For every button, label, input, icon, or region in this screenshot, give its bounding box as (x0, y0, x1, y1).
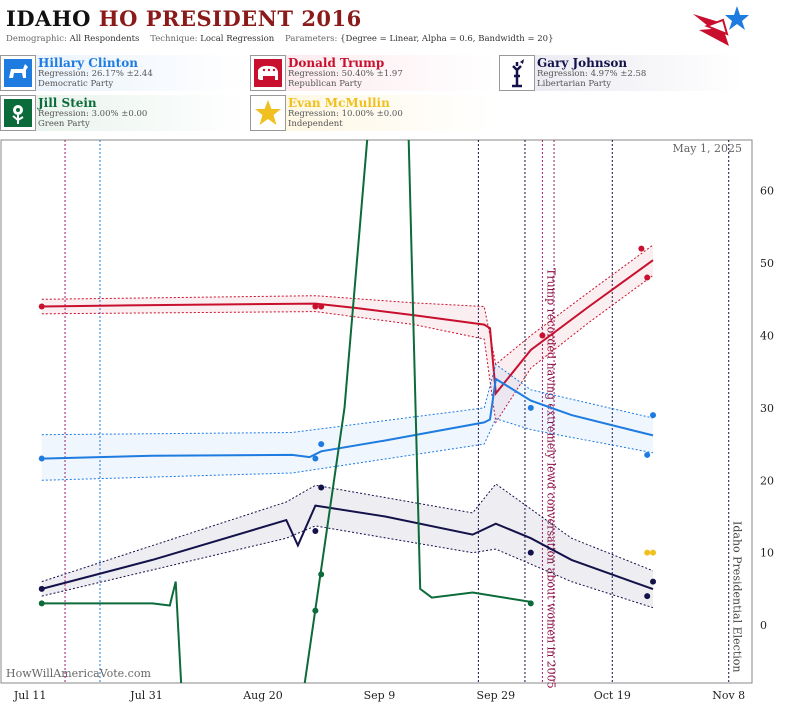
gary-johnson-band (41, 483, 654, 608)
jill-stein-poll-point (312, 607, 319, 614)
x-tick-label: Oct 19 (594, 689, 631, 702)
gary-johnson-poll-point (527, 549, 534, 556)
candidate-regression: Regression: 10.00% ±0.00 (288, 109, 403, 119)
hillary-clinton-upper (41, 363, 654, 436)
title-rest: HO PRESIDENT 2016 (98, 6, 362, 31)
demographic-label: Demographic: (6, 34, 67, 44)
gary-johnson-poll-point (644, 593, 651, 600)
technique-value: Local Regression (200, 34, 275, 44)
gary-johnson-poll-point (312, 527, 319, 534)
title-state: IDAHO (6, 6, 91, 31)
parameters-value: {Degree = Linear, Alpha = 0.6, Bandwidth… (340, 34, 554, 44)
donald-trump-band (41, 245, 654, 423)
candidate-name: Evan McMullin (288, 96, 390, 110)
site-logo-icon (693, 6, 749, 46)
gary-johnson-lower (41, 525, 654, 609)
hillary-clinton-trend-line (41, 377, 654, 460)
gary-johnson-poll-point (38, 585, 45, 592)
jill-stein-poll-point (527, 600, 534, 607)
technique-label: Technique: (150, 34, 198, 44)
candidate-card-mcmullin: Evan McMullin Regression: 10.00% ±0.00 I… (250, 95, 496, 131)
page-title: IDAHO HO PRESIDENT 2016 (6, 6, 362, 31)
y-tick-label: 20 (760, 474, 774, 487)
candidate-name: Donald Trump (288, 56, 385, 70)
y-tick-label: 40 (760, 329, 774, 342)
y-tick-label: 60 (760, 185, 774, 198)
candidate-regression: Regression: 26.17% ±2.44 (38, 69, 153, 79)
watermark: HowWillAmericaVote.com (6, 667, 151, 680)
gary-johnson-poll-point (650, 578, 657, 585)
hillary-clinton-poll-point (312, 455, 319, 462)
donald-trump-poll-point (638, 245, 645, 252)
y-tick-label: 50 (760, 257, 774, 270)
parameters-line: Demographic: All Respondents Technique: … (6, 34, 554, 44)
star-icon (250, 95, 286, 131)
y-tick-label: 0 (760, 619, 767, 632)
donald-trump-poll-point (318, 303, 325, 310)
statue-of-liberty-icon (499, 55, 535, 91)
hillary-clinton-poll-point (644, 451, 651, 458)
hillary-clinton-poll-point (38, 455, 45, 462)
candidate-card-trump: Donald Trump Regression: 50.40% ±1.97 Re… (250, 55, 496, 91)
regression-chart: Trump recorded having extremely lewd con… (0, 139, 774, 702)
candidate-regression: Regression: 4.97% ±2.58 (537, 69, 647, 79)
x-tick-label: Jul 31 (129, 689, 163, 702)
jill-stein-poll-point (318, 571, 325, 578)
candidate-regression: Regression: 50.40% ±1.97 (288, 69, 403, 79)
jill-stein-trend-line (303, 140, 369, 683)
hillary-clinton-poll-point (527, 404, 534, 411)
hillary-clinton-lower (41, 418, 654, 481)
x-tick-label: Aug 20 (242, 689, 283, 702)
x-tick-label: Sep 9 (364, 689, 396, 702)
donald-trump-poll-point (644, 274, 651, 281)
donkey-icon (0, 55, 36, 91)
gary-johnson-upper (41, 483, 654, 583)
elephant-icon (250, 55, 286, 91)
candidate-party: Democratic Party (38, 79, 114, 89)
candidate-name: Jill Stein (38, 96, 97, 110)
x-tick-label: Sep 29 (477, 689, 516, 702)
gary-johnson-trend-line (41, 504, 654, 591)
hillary-clinton-poll-point (650, 412, 657, 419)
jill-stein-trend-line (407, 140, 531, 603)
candidate-party: Green Party (38, 119, 90, 129)
y-tick-label: 30 (760, 402, 774, 415)
candidate-party: Independent (288, 119, 343, 129)
candidate-card-stein: Jill Stein Regression: 3.00% ±0.00 Green… (0, 95, 246, 131)
donald-trump-poll-point (539, 332, 546, 339)
date-label: May 1, 2025 (672, 142, 742, 155)
jill-stein-trend-line (41, 581, 183, 683)
candidate-card-clinton: Hillary Clinton Regression: 26.17% ±2.44… (0, 55, 246, 91)
donald-trump-trend-line (41, 259, 654, 396)
jill-stein-poll-point (38, 600, 45, 607)
candidate-party: Libertarian Party (537, 79, 612, 89)
candidate-card-johnson: Gary Johnson Regression: 4.97% ±2.58 Lib… (499, 55, 745, 91)
evan-mcmullin-poll-point (644, 549, 651, 556)
candidate-name: Hillary Clinton (38, 56, 138, 70)
y-tick-label: 10 (760, 547, 774, 560)
hillary-clinton-poll-point (318, 441, 325, 448)
annotation-lewd-tape: Trump recorded having extremely lewd con… (544, 268, 557, 689)
x-tick-label: Nov 8 (712, 689, 745, 702)
demographic-value: All Respondents (69, 34, 140, 44)
parameters-label: Parameters: (285, 34, 338, 44)
donald-trump-poll-point (38, 303, 45, 310)
flower-icon (0, 95, 36, 131)
annotation-election-day: Idaho Presidential Election (731, 521, 744, 673)
evan-mcmullin-poll-point (650, 549, 657, 556)
candidate-regression: Regression: 3.00% ±0.00 (38, 109, 148, 119)
plot-frame (0, 139, 753, 684)
donald-trump-poll-point (312, 303, 319, 310)
gary-johnson-poll-point (318, 484, 325, 491)
hillary-clinton-band (41, 364, 654, 481)
x-tick-label: Jul 11 (13, 689, 47, 702)
candidate-name: Gary Johnson (537, 56, 628, 70)
candidate-party: Republican Party (288, 79, 362, 89)
